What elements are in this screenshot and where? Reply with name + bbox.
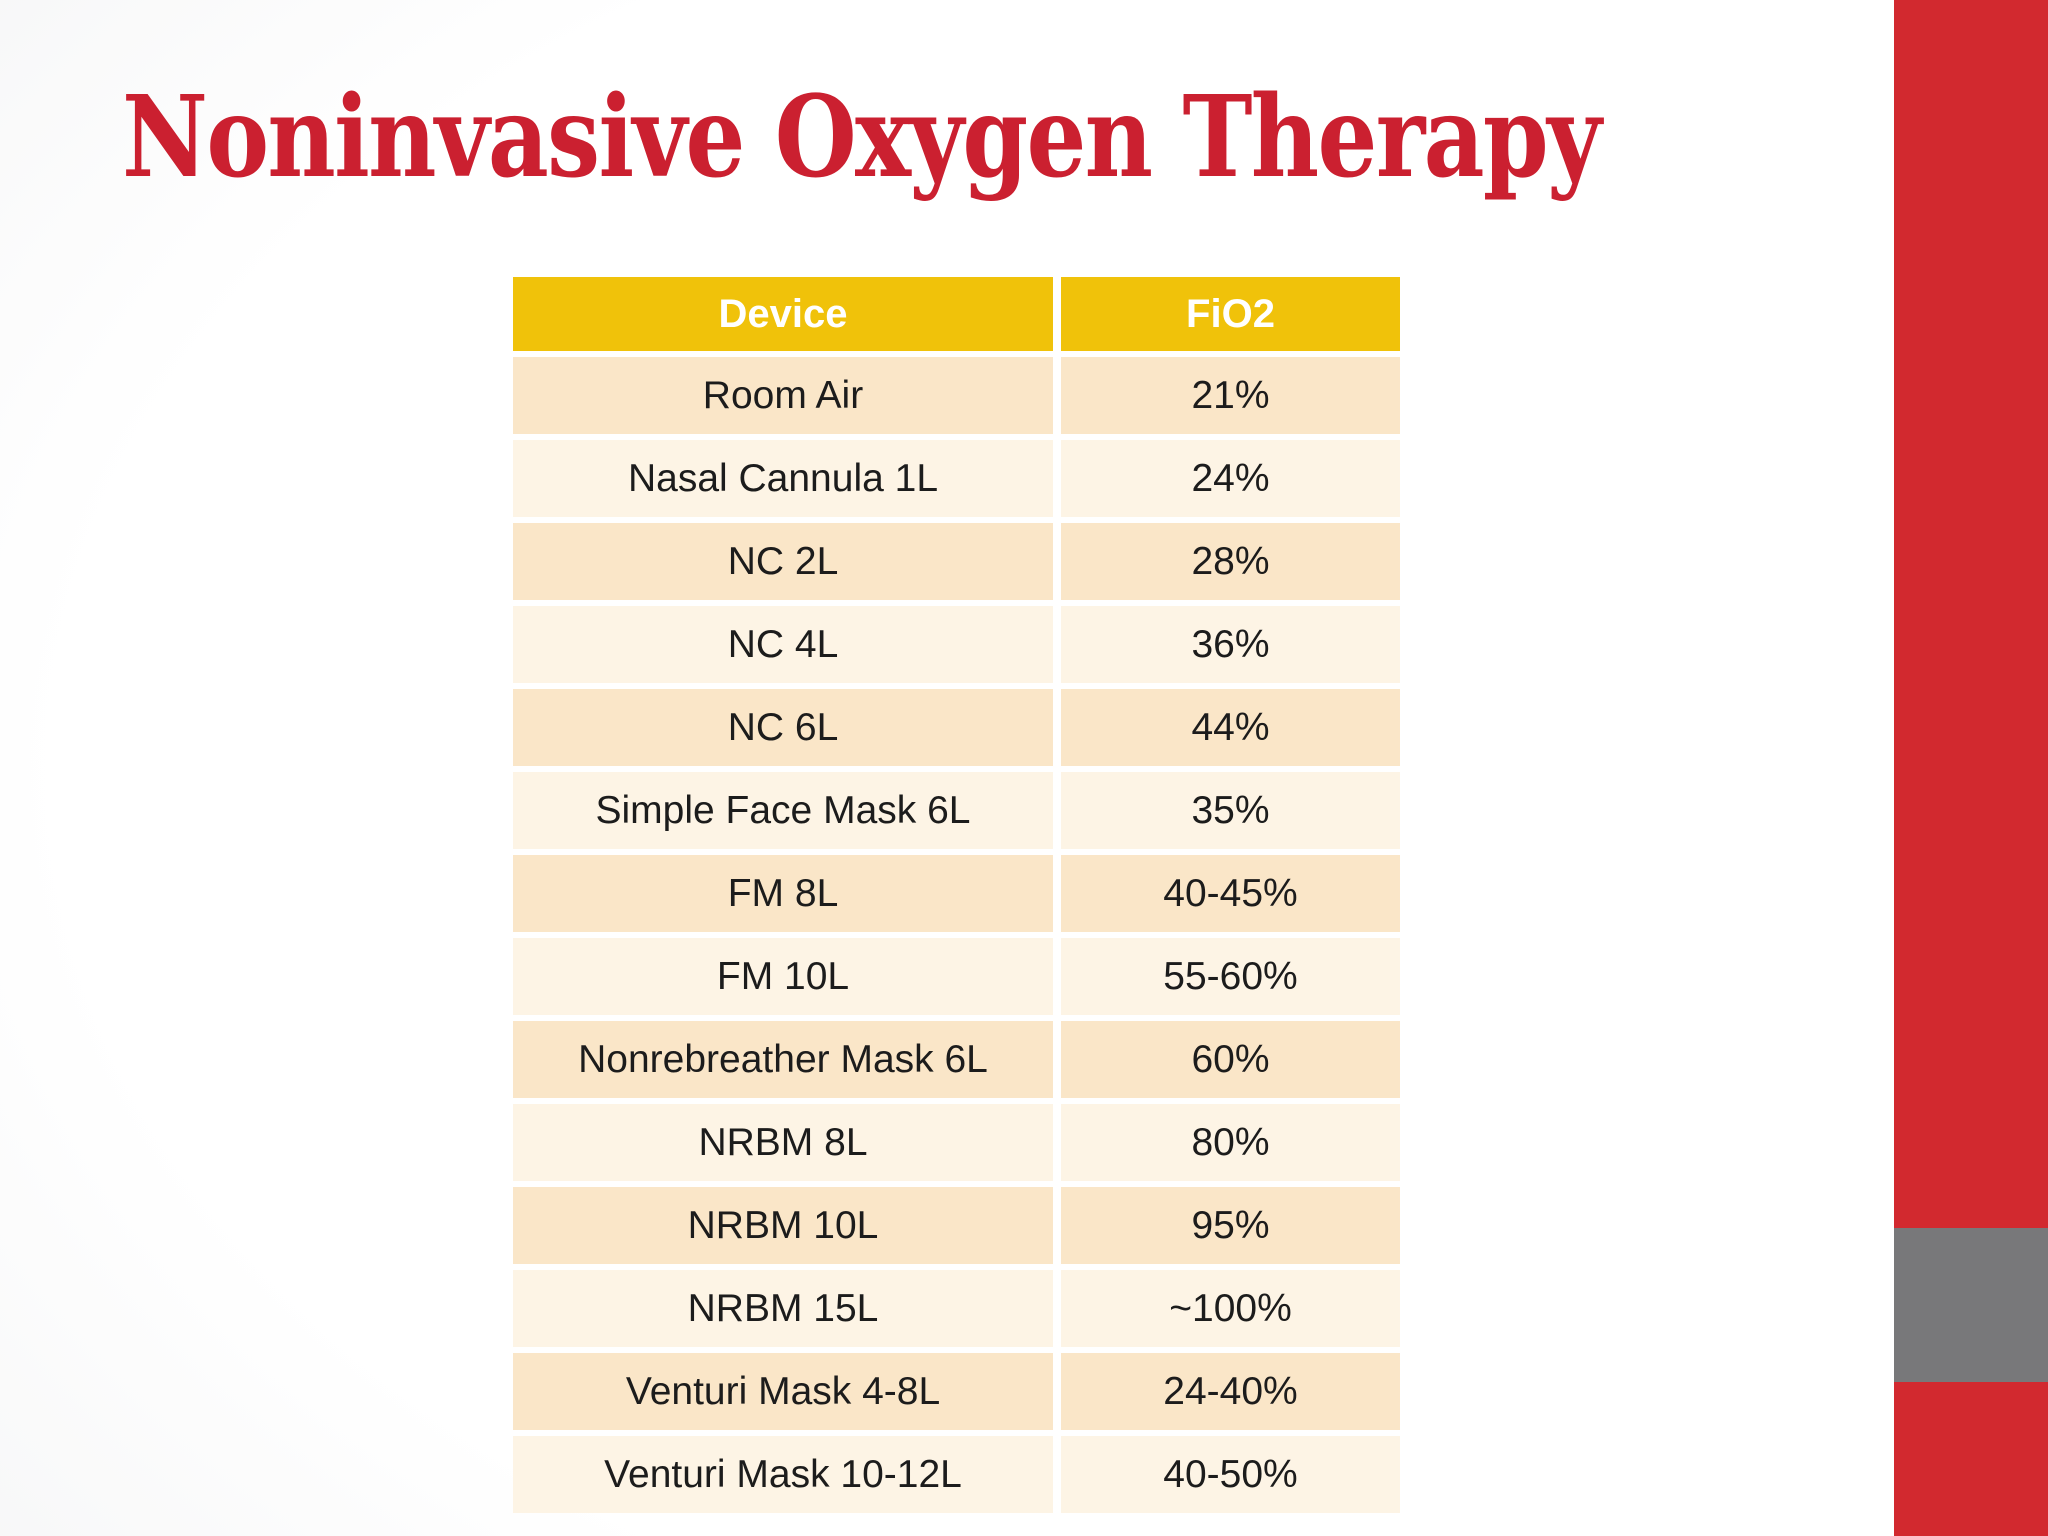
device-cell: Nasal Cannula 1L — [513, 440, 1053, 517]
fio2-cell: 35% — [1061, 772, 1400, 849]
fio2-cell: 40-45% — [1061, 855, 1400, 932]
device-cell: Room Air — [513, 357, 1053, 434]
device-cell: NC 6L — [513, 689, 1053, 766]
fio2-cell: 36% — [1061, 606, 1400, 683]
fio2-cell: 21% — [1061, 357, 1400, 434]
device-cell: NRBM 10L — [513, 1187, 1053, 1264]
slide-title: Noninvasive Oxygen Therapy — [122, 72, 1602, 203]
column-header-device: Device — [513, 277, 1053, 351]
fio2-cell: 44% — [1061, 689, 1400, 766]
device-cell: Nonrebreather Mask 6L — [513, 1021, 1053, 1098]
device-cell: Venturi Mask 10-12L — [513, 1436, 1053, 1513]
device-cell: NC 4L — [513, 606, 1053, 683]
fio2-cell: 40-50% — [1061, 1436, 1400, 1513]
fio2-cell: 28% — [1061, 523, 1400, 600]
device-cell: NRBM 8L — [513, 1104, 1053, 1181]
oxygen-therapy-table: Device FiO2 Room Air 21% Nasal Cannula 1L 2… — [513, 277, 1400, 1513]
device-cell: Simple Face Mask 6L — [513, 772, 1053, 849]
fio2-cell: 80% — [1061, 1104, 1400, 1181]
device-cell: FM 8L — [513, 855, 1053, 932]
device-cell: FM 10L — [513, 938, 1053, 1015]
fio2-cell: 24% — [1061, 440, 1400, 517]
fio2-cell: ~100% — [1061, 1270, 1400, 1347]
right-accent-bar — [1894, 0, 2048, 1536]
fio2-cell: 95% — [1061, 1187, 1400, 1264]
fio2-cell: 24-40% — [1061, 1353, 1400, 1430]
fio2-cell: 55-60% — [1061, 938, 1400, 1015]
device-cell: Venturi Mask 4-8L — [513, 1353, 1053, 1430]
device-cell: NC 2L — [513, 523, 1053, 600]
gray-accent-square — [1894, 1228, 2048, 1382]
column-header-fio2: FiO2 — [1061, 277, 1400, 351]
fio2-cell: 60% — [1061, 1021, 1400, 1098]
device-cell: NRBM 15L — [513, 1270, 1053, 1347]
